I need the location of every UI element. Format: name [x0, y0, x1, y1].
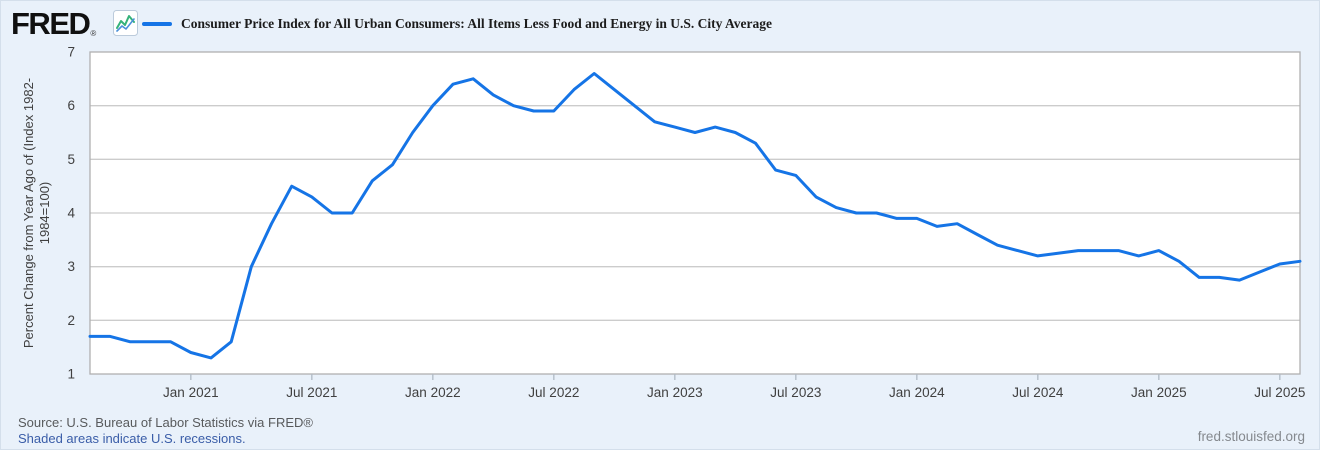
- data-line-core-cpi: [88, 72, 1302, 360]
- y-tick-label-5: 5: [67, 152, 75, 167]
- plot-border: [89, 51, 1301, 375]
- legend-line-swatch: [142, 22, 172, 26]
- x-tick-label: Jul 2024: [1012, 385, 1064, 400]
- y-tick-label-2: 2: [67, 313, 75, 328]
- recession-note-link[interactable]: Shaded areas indicate U.S. recessions.: [18, 431, 246, 446]
- source-text: Source: U.S. Bureau of Labor Statistics …: [18, 415, 313, 430]
- y-tick-label-7: 7: [67, 45, 75, 60]
- y-tick-label-6: 6: [67, 98, 75, 113]
- x-tick-label: Jul 2022: [528, 385, 579, 400]
- x-tick-label: Jul 2021: [286, 385, 337, 400]
- registered-mark: ®: [90, 29, 97, 38]
- x-tick-label: Jul 2023: [770, 385, 821, 400]
- x-tick-label: Jan 2025: [1131, 385, 1187, 400]
- x-tick-label: Jan 2021: [163, 385, 219, 400]
- y-tick-label-3: 3: [67, 259, 75, 274]
- x-tick-label: Jul 2025: [1254, 385, 1305, 400]
- fred-graph-icon: [113, 10, 138, 36]
- y-tick-label-1: 1: [67, 367, 75, 382]
- chart-header: FRED® Consumer Price Index for All Urban…: [1, 1, 1319, 47]
- x-tick-label: Jan 2023: [647, 385, 703, 400]
- fred-logo-text: FRED: [11, 6, 91, 41]
- x-tick-label: Jan 2024: [889, 385, 945, 400]
- x-tick-label: Jan 2022: [405, 385, 461, 400]
- fred-logo[interactable]: FRED®: [11, 6, 96, 42]
- fred-url-link[interactable]: fred.stlouisfed.org: [1197, 429, 1305, 444]
- series-title: Consumer Price Index for All Urban Consu…: [181, 16, 773, 31]
- y-tick-label-4: 4: [67, 206, 75, 221]
